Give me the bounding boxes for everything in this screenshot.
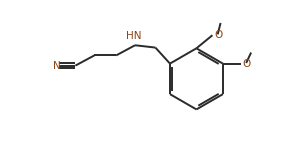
Text: O: O bbox=[214, 30, 222, 40]
Text: O: O bbox=[242, 59, 251, 69]
Text: HN: HN bbox=[126, 31, 141, 41]
Text: N: N bbox=[53, 61, 61, 71]
